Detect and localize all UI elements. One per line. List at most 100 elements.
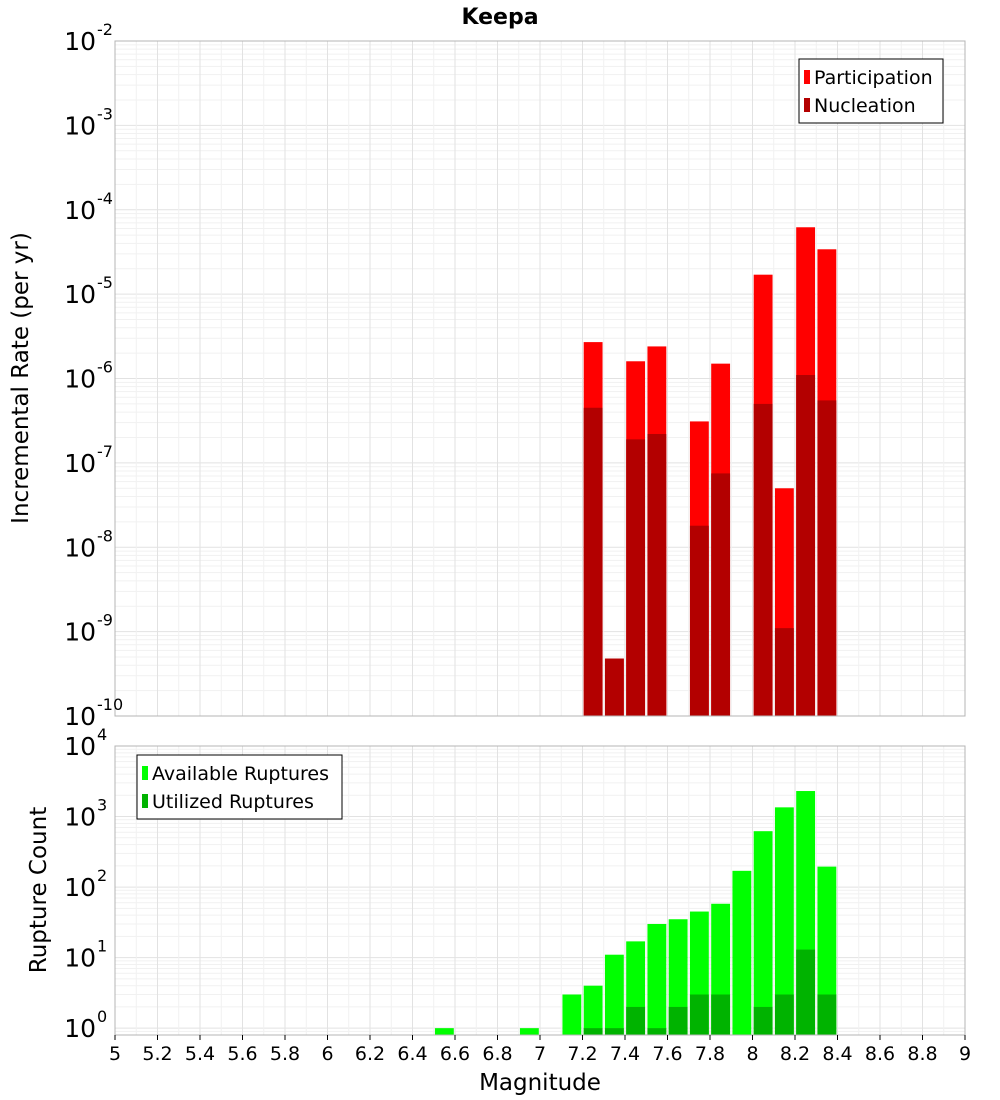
count-x-ticks: 5 5.2 5.4 5.6 5.8 6 6.2 6.4 6.6 6.8 7 7.2 7.4 7.6 7.8 8… xyxy=(109,1035,971,1065)
count-y-tick-label: 10 xyxy=(64,873,96,902)
rate-grid xyxy=(114,40,966,717)
rate-y-tick-label: 10 xyxy=(64,533,96,562)
rate-y-tick-label: 10 xyxy=(64,618,96,647)
count-x-tick-label: 5.6 xyxy=(227,1043,257,1065)
rate-y-tick-exponent: -3 xyxy=(97,104,113,123)
rate-y-tick-exponent: -2 xyxy=(97,20,113,39)
top-y-axis-label: Incremental Rate (per yr) xyxy=(8,232,34,524)
rate-y-tick-label: 10 xyxy=(64,27,96,56)
count-bar-utilized-ruptures xyxy=(626,1006,646,1035)
rate-legend-swatch-participation xyxy=(804,70,810,84)
count-bar-utilized-ruptures xyxy=(604,1028,624,1035)
count-legend-swatch-available-ruptures xyxy=(142,766,148,780)
rate-legend-label-participation: Participation xyxy=(814,67,933,89)
count-x-tick-label: 5.4 xyxy=(185,1043,215,1065)
count-y-tick-label: 10 xyxy=(64,803,96,832)
count-bar-available-ruptures xyxy=(583,985,603,1035)
count-bars xyxy=(434,791,837,1035)
rate-y-tick-exponent: -8 xyxy=(97,526,113,545)
count-x-tick-label: 7.8 xyxy=(695,1043,725,1065)
rate-y-tick-exponent: -4 xyxy=(97,189,113,208)
count-bar-available-ruptures xyxy=(732,870,752,1035)
rate-bar-nucleation xyxy=(753,403,773,716)
rate-y-tick-exponent: -9 xyxy=(97,611,113,630)
rate-bar-nucleation xyxy=(583,407,603,716)
rupture-count-plot: 10 010 110 210 310 45 5.2 5.4 5.6 5.8 6 6.2 6.4 6.6 6.… xyxy=(64,725,971,1065)
rate-legend-box xyxy=(798,58,944,124)
rate-y-tick-exponent: -10 xyxy=(97,695,123,714)
rate-legend-label-nucleation: Nucleation xyxy=(814,95,916,117)
rate-legend-swatch-nucleation xyxy=(804,98,810,112)
count-bar-utilized-ruptures xyxy=(817,994,837,1035)
count-legend-box xyxy=(136,754,343,820)
rate-y-tick-exponent: -6 xyxy=(97,358,113,377)
count-y-tick-exponent: 1 xyxy=(97,937,107,956)
count-bar-utilized-ruptures xyxy=(711,994,731,1035)
count-legend-swatch-utilized-ruptures xyxy=(142,794,148,808)
count-bar-available-ruptures xyxy=(753,831,773,1035)
count-bar-available-ruptures xyxy=(817,866,837,1035)
rate-y-tick-exponent: -5 xyxy=(97,273,113,292)
count-bar-available-ruptures xyxy=(434,1028,454,1035)
count-bar-available-ruptures xyxy=(774,807,794,1035)
count-bar-available-ruptures xyxy=(604,954,624,1035)
count-y-tick-exponent: 2 xyxy=(97,866,107,885)
rate-bar-nucleation xyxy=(774,628,794,716)
count-bar-available-ruptures xyxy=(668,919,688,1035)
count-bar-utilized-ruptures xyxy=(689,994,709,1035)
rate-y-tick-exponent: -7 xyxy=(97,442,113,461)
count-x-tick-label: 7.4 xyxy=(610,1043,640,1065)
count-y-tick-exponent: 4 xyxy=(97,725,107,744)
count-bar-utilized-ruptures xyxy=(583,1028,603,1035)
rate-y-tick-label: 10 xyxy=(64,365,96,394)
rate-bars xyxy=(583,227,837,716)
rate-bar-nucleation xyxy=(711,473,731,716)
count-bar-utilized-ruptures xyxy=(753,1006,773,1035)
rate-bar-nucleation xyxy=(604,658,624,716)
count-bar-utilized-ruptures xyxy=(796,949,816,1035)
count-y-tick-label: 10 xyxy=(64,732,96,761)
x-axis-label: Magnitude xyxy=(479,1070,601,1096)
rate-bar-nucleation xyxy=(796,375,816,716)
rate-y-tick-label: 10 xyxy=(64,111,96,140)
count-x-tick-label: 5.2 xyxy=(142,1043,172,1065)
count-bar-utilized-ruptures xyxy=(647,1028,667,1035)
count-x-tick-label: 8.6 xyxy=(865,1043,895,1065)
count-x-tick-label: 6.2 xyxy=(355,1043,385,1065)
count-bar-available-ruptures xyxy=(519,1028,539,1035)
count-x-tick-label: 8 xyxy=(746,1043,758,1065)
count-y-tick-exponent: 0 xyxy=(97,1007,107,1026)
count-x-tick-label: 5 xyxy=(109,1043,121,1065)
count-x-tick-label: 7 xyxy=(534,1043,546,1065)
chart-title: Keepa xyxy=(461,5,538,30)
rate-y-tick-label: 10 xyxy=(64,280,96,309)
count-x-tick-label: 5.8 xyxy=(270,1043,300,1065)
count-bar-utilized-ruptures xyxy=(774,994,794,1035)
rate-bar-nucleation xyxy=(817,400,837,716)
count-bar-available-ruptures xyxy=(647,923,667,1035)
bottom-y-axis-label: Rupture Count xyxy=(26,807,52,973)
rate-y-tick-label: 10 xyxy=(64,702,96,731)
count-legend: Available Ruptures Utilized Ruptures xyxy=(136,754,343,820)
count-legend-label-available-ruptures: Available Ruptures xyxy=(152,763,329,785)
count-y-tick-label: 10 xyxy=(64,1014,96,1043)
count-x-tick-label: 6 xyxy=(321,1043,333,1065)
count-y-tick-label: 10 xyxy=(64,944,96,973)
rate-y-tick-label: 10 xyxy=(64,196,96,225)
rate-y-tick-label: 10 xyxy=(64,449,96,478)
count-bar-utilized-ruptures xyxy=(668,1006,688,1035)
count-x-tick-label: 8.2 xyxy=(780,1043,810,1065)
rate-plot-frame xyxy=(114,40,966,717)
count-x-tick-label: 6.4 xyxy=(397,1043,427,1065)
count-x-tick-label: 7.6 xyxy=(652,1043,682,1065)
count-x-tick-label: 8.4 xyxy=(822,1043,852,1065)
count-legend-label-utilized-ruptures: Utilized Ruptures xyxy=(152,791,314,813)
count-x-tick-label: 9 xyxy=(959,1043,971,1065)
count-x-tick-label: 6.8 xyxy=(482,1043,512,1065)
count-x-tick-label: 8.8 xyxy=(907,1043,937,1065)
